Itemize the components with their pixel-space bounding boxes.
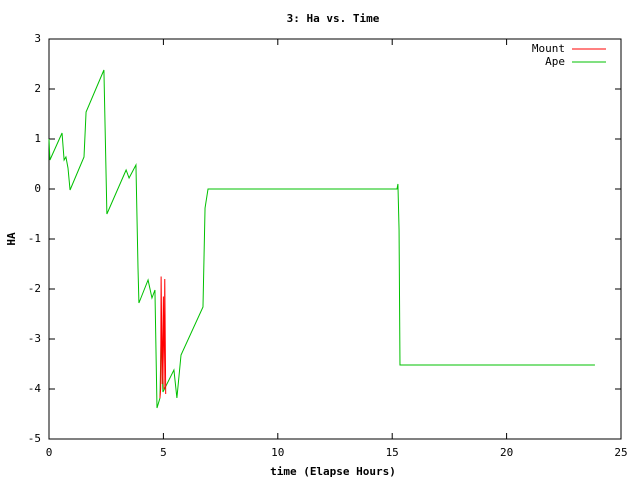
y-tick-label: 0	[34, 182, 41, 195]
y-tick-label: 3	[34, 32, 41, 45]
y-tick-label: -5	[28, 432, 41, 445]
line	[48, 69, 595, 409]
plot-frame	[48, 38, 622, 440]
y-tick-label: -2	[28, 282, 41, 295]
x-axis-label: time (Elapse Hours)	[270, 465, 396, 478]
line	[159, 276, 167, 399]
x-tick-label: 20	[500, 446, 513, 459]
x-tick-label: 5	[160, 446, 167, 459]
y-tick-label: 2	[34, 82, 41, 95]
y-tick-label: -1	[28, 232, 41, 245]
y-tick-label: -3	[28, 332, 41, 345]
x-tick-label: 15	[386, 446, 399, 459]
x-tick-label: 10	[271, 446, 284, 459]
x-tick-label: 25	[614, 446, 627, 459]
y-tick-label: -4	[28, 382, 42, 395]
legend-label: Ape	[545, 55, 565, 68]
legend-label: Mount	[532, 42, 565, 55]
chart-title: 3: Ha vs. Time	[287, 12, 380, 25]
y-tick-label: 1	[34, 132, 41, 145]
x-tick-label: 0	[46, 446, 53, 459]
y-axis-label: HA	[5, 232, 18, 246]
